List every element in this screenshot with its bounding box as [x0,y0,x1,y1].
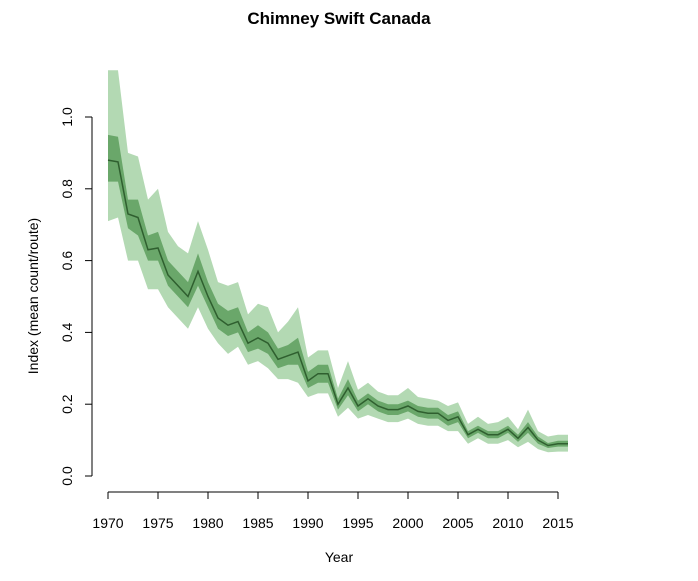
index-trend-line [107,159,568,447]
x-tick-label: 1980 [192,515,223,531]
plot-area [107,70,568,453]
x-tick-label: 1990 [292,515,323,531]
y-axis: 0.0 0.2 0.4 0.6 0.8 1.0 [59,107,93,486]
y-tick-label: 0.0 [59,466,75,486]
inner-confidence-band [108,134,568,448]
x-tick-label: 1985 [242,515,273,531]
x-tick-label: 2000 [392,515,423,531]
x-tick-label: 2010 [492,515,523,531]
x-axis-label: Year [325,549,354,565]
y-axis-label: Index (mean count/route) [25,218,41,374]
x-tick-label: 1975 [142,515,173,531]
x-tick-label: 1995 [342,515,373,531]
x-axis: 1970 1975 1980 1985 1990 1995 2000 2005 2010 2015 [92,491,574,531]
x-tick-label: 1970 [92,515,123,531]
outer-confidence-band [108,70,568,453]
chart-title: Chimney Swift Canada [247,9,431,28]
y-tick-label: 0.8 [59,179,75,199]
y-tick-label: 1.0 [59,107,75,127]
y-tick-label: 0.4 [59,322,75,342]
x-tick-label: 2015 [542,515,573,531]
y-tick-label: 0.2 [59,394,75,414]
x-tick-label: 2005 [442,515,473,531]
y-tick-label: 0.6 [59,251,75,271]
